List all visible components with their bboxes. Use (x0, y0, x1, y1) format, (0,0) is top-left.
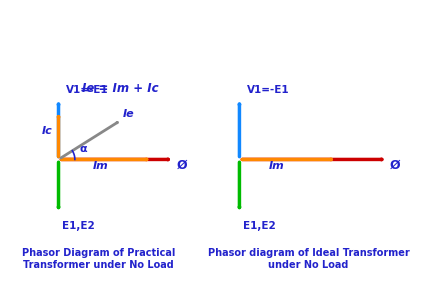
Text: Ø: Ø (389, 159, 400, 172)
Text: Ic: Ic (41, 126, 52, 136)
Text: Im: Im (93, 161, 109, 172)
Text: V1=-E1: V1=-E1 (246, 85, 289, 95)
Text: Ie: Ie (123, 109, 134, 119)
Text: Im: Im (268, 161, 284, 172)
Text: Ie = Im + Ic: Ie = Im + Ic (82, 82, 158, 95)
Text: Ø: Ø (176, 159, 187, 172)
Text: E1,E2: E1,E2 (243, 221, 275, 231)
Text: V1=-E1: V1=-E1 (66, 85, 108, 95)
Text: α: α (79, 144, 87, 154)
Text: Phasor Diagram of Practical
Transformer under No Load: Phasor Diagram of Practical Transformer … (22, 248, 175, 270)
Text: E1,E2: E1,E2 (62, 221, 95, 231)
Text: Phasor diagram of Ideal Transformer
under No Load: Phasor diagram of Ideal Transformer unde… (207, 248, 408, 270)
